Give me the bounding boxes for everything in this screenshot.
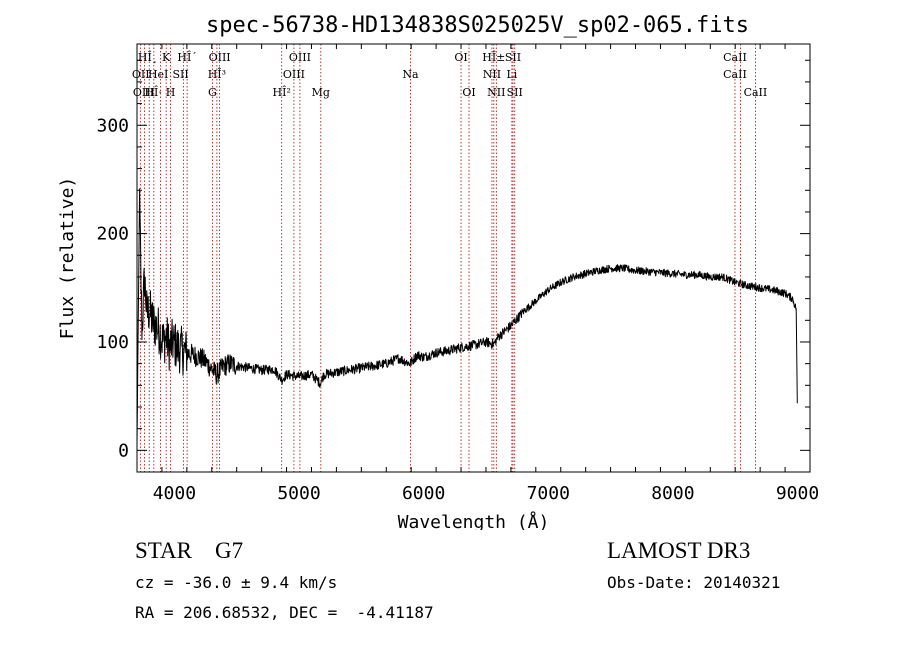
y-tick-label: 100 — [96, 332, 129, 353]
chart-title: spec-56738-HD134838S025025V_sp02-065.fit… — [206, 13, 749, 38]
spectral-line-label: Li — [506, 68, 517, 81]
spectral-line-label: HÎ³ — [208, 67, 226, 81]
spectral-line-label: K — [162, 51, 171, 64]
object-class: STAR — [135, 538, 192, 563]
x-tick-label: 6000 — [402, 483, 445, 504]
spectral-line-label: OIII — [209, 51, 231, 64]
spectral-line-label: HÎ· — [144, 85, 161, 99]
spectral-line-label: HÎ² — [273, 85, 291, 99]
spectral-line-label: SII — [173, 68, 189, 81]
spectrum-chart: spec-56738-HD134838S025025V_sp02-065.fit… — [57, 13, 819, 530]
spectral-line-label: OII — [132, 68, 150, 81]
spectral-line-label: OIII — [283, 68, 305, 81]
spectral-line-label: HÎ´ — [177, 50, 196, 64]
x-axis-label: Wavelength (Å) — [398, 511, 550, 530]
spectral-line-label: OIII — [133, 86, 155, 99]
x-tick-label: 8000 — [651, 483, 694, 504]
x-tick-label: 7000 — [527, 483, 570, 504]
spectral-line-label: OI — [454, 51, 467, 64]
spectral-lines — [139, 44, 756, 472]
y-tick-label: 200 — [96, 224, 129, 245]
y-tick-label: 300 — [96, 115, 129, 136]
spectral-line-label: SII — [507, 86, 523, 99]
spectral-line-label: NII — [483, 68, 501, 81]
spectral-line-label: OI — [462, 86, 475, 99]
spectral-line-label: HeI — [148, 68, 168, 81]
spectral-line-label: CaII — [723, 68, 747, 81]
coordinates-label: RA = 206.68532, DEC = -4.41187 — [135, 603, 434, 622]
y-axis-label: Flux (relative) — [57, 177, 78, 340]
spectral-line-label: CaII — [723, 51, 747, 64]
redshift-label: cz = -36.0 ± 9.4 km/s — [135, 573, 338, 592]
obs-date-label: Obs-Date: 20140321 — [607, 573, 781, 592]
object-subclass: G7 — [214, 538, 244, 563]
spectral-line-label: CaII — [744, 86, 768, 99]
flux-series-line — [136, 188, 798, 445]
survey-label: LAMOST DR3 — [607, 538, 751, 563]
x-tick-label: 5000 — [277, 483, 320, 504]
spectral-line-label: G — [208, 86, 217, 99]
y-tick-label: 0 — [118, 440, 129, 461]
spectral-line-label: HÎ± — [482, 50, 505, 64]
spectral-line-label: NII — [487, 86, 505, 99]
object-class-label: STAR G7 — [135, 538, 243, 564]
x-axis: 4000 5000 6000 7000 8000 9000 Wavelength (Å) — [136, 44, 819, 530]
spectral-line-label: HÎ¸ — [138, 50, 157, 64]
x-tick-label: 9000 — [776, 483, 819, 504]
spectral-line-label: H — [166, 86, 176, 99]
spectral-line-label: Na — [402, 68, 419, 81]
y-axis: 0 100 200 300 Flux (relative) — [57, 59, 810, 461]
spectral-line-label: OIII — [289, 51, 311, 64]
spectral-line-label: SII — [505, 51, 521, 64]
spectral-line-label: Mg — [312, 86, 330, 99]
plot-frame — [136, 43, 811, 473]
x-tick-label: 4000 — [153, 483, 196, 504]
